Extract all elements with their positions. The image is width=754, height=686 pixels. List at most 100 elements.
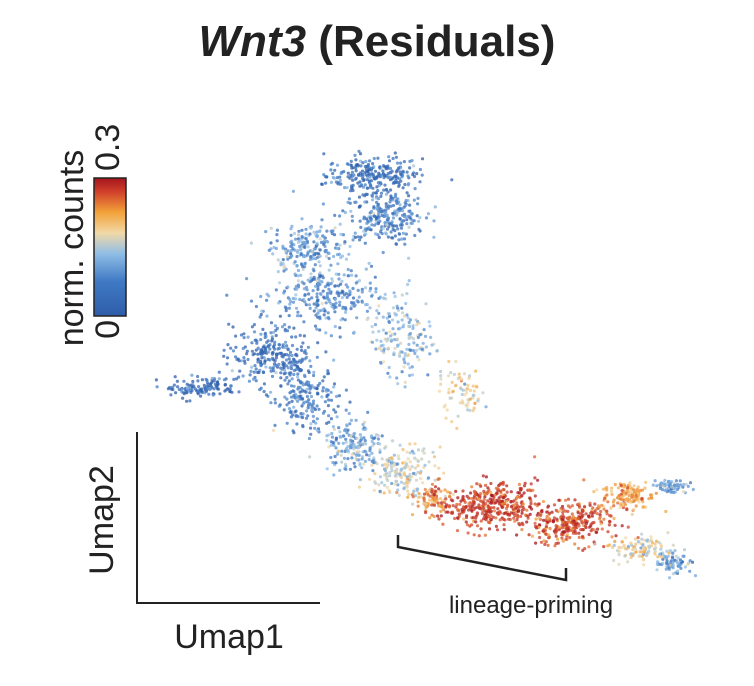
scatter-point: [262, 345, 266, 349]
scatter-point: [475, 482, 479, 486]
scatter-point: [319, 225, 323, 229]
scatter-point: [331, 171, 335, 176]
scatter-point: [357, 295, 361, 299]
scatter-point: [318, 328, 322, 332]
scatter-point: [432, 235, 436, 239]
scatter-point: [447, 391, 451, 395]
scatter-point: [391, 460, 395, 464]
scatter-point: [285, 375, 289, 380]
scatter-point: [361, 178, 366, 183]
scatter-point: [488, 516, 492, 521]
scatter-point: [292, 357, 296, 361]
scatter-point: [394, 155, 398, 159]
scatter-point: [518, 486, 522, 490]
scatter-point: [448, 495, 452, 499]
scatter-point: [465, 523, 469, 527]
scatter-point: [632, 488, 636, 492]
scatter-point: [671, 566, 675, 570]
scatter-point: [391, 318, 395, 322]
scatter-point: [337, 291, 341, 295]
scatter-point: [381, 250, 385, 255]
scatter-point: [455, 502, 459, 507]
scatter-point: [222, 348, 226, 352]
scatter-point: [662, 484, 666, 488]
scatter-point: [529, 489, 533, 493]
scatter-point: [272, 428, 276, 432]
scatter-point: [294, 306, 299, 310]
scatter-point: [324, 181, 328, 185]
scatter-point: [273, 359, 277, 363]
scatter-point: [489, 506, 493, 510]
scatter-point: [669, 490, 673, 494]
scatter-point: [309, 432, 313, 436]
scatter-point: [386, 204, 390, 208]
scatter-point: [311, 414, 315, 418]
scatter-point: [471, 516, 475, 520]
scatter-point: [382, 188, 386, 192]
scatter-point: [557, 525, 562, 529]
scatter-point: [407, 336, 411, 340]
scatter-point: [269, 241, 273, 245]
scatter-point: [406, 282, 410, 287]
scatter-point: [682, 482, 686, 487]
scatter-point: [312, 230, 316, 234]
scatter-point: [629, 489, 633, 493]
scatter-point: [548, 519, 552, 523]
scatter-point: [343, 306, 348, 310]
scatter-point: [325, 294, 329, 298]
scatter-point: [400, 237, 404, 241]
scatter-point: [296, 310, 300, 314]
scatter-point: [341, 209, 345, 213]
scatter-point: [322, 313, 326, 317]
scatter-point: [342, 456, 346, 460]
scatter-point: [583, 524, 588, 528]
scatter-point: [511, 507, 515, 511]
scatter-point: [415, 323, 419, 327]
scatter-point: [348, 467, 352, 471]
scatter-point: [391, 327, 395, 331]
scatter-point: [329, 263, 333, 267]
scatter-point: [576, 511, 580, 515]
colorbar-label: norm. counts: [53, 150, 91, 347]
scatter-point: [408, 166, 412, 170]
scatter-point: [397, 183, 401, 187]
scatter-point: [329, 455, 333, 460]
gene-name: Wnt3: [198, 17, 307, 66]
scatter-point: [326, 311, 330, 315]
scatter-point: [637, 493, 641, 497]
scatter-point: [379, 360, 383, 364]
scatter-point: [490, 500, 494, 504]
scatter-point: [317, 279, 322, 283]
scatter-point: [402, 231, 406, 236]
scatter-point: [274, 288, 278, 292]
scatter-point: [622, 482, 626, 486]
scatter-point: [155, 385, 159, 389]
scatter-point: [350, 273, 354, 277]
scatter-point: [182, 392, 186, 396]
scatter-point: [237, 375, 241, 379]
scatter-point: [286, 347, 290, 351]
scatter-point: [367, 477, 372, 481]
scatter-point: [248, 373, 252, 377]
scatter-point: [668, 483, 672, 487]
scatter-point: [399, 476, 404, 480]
scatter-point: [291, 247, 295, 251]
scatter-point: [274, 371, 278, 375]
scatter-point: [384, 331, 388, 335]
scatter-point: [458, 401, 462, 405]
scatter-point: [308, 455, 312, 459]
scatter-point: [590, 514, 594, 518]
scatter-point: [520, 493, 524, 497]
scatter-point: [313, 284, 318, 288]
scatter-point: [284, 309, 288, 313]
scatter-point: [310, 406, 314, 410]
scatter-point: [636, 485, 640, 489]
scatter-point: [225, 362, 229, 366]
scatter-point: [287, 361, 291, 365]
scatter-point: [364, 159, 368, 164]
scatter-point: [269, 369, 273, 373]
scatter-point: [494, 501, 498, 505]
scatter-point: [416, 470, 420, 474]
scatter-point: [303, 261, 307, 265]
scatter-point: [369, 434, 374, 438]
